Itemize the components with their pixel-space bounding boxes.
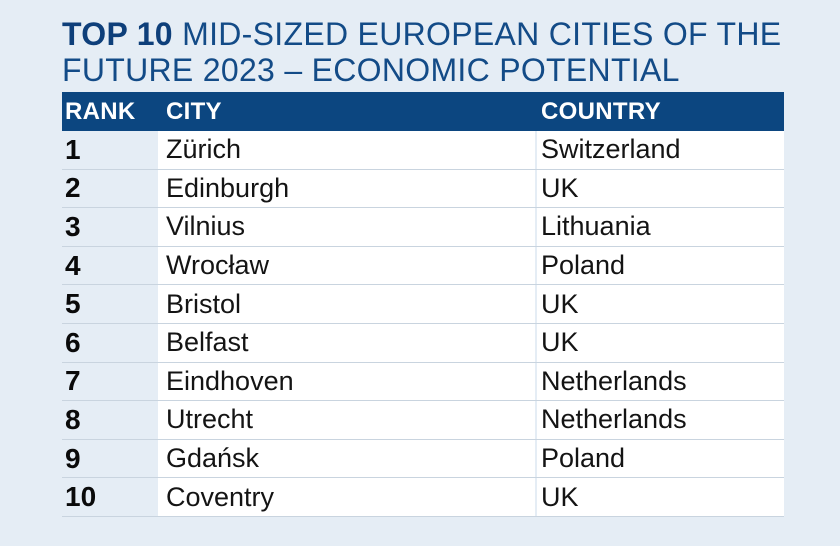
rank-cell: 5 [65,288,81,320]
country-cell: UK [535,323,784,362]
city-cell: Zürich [158,131,535,169]
table-row: 4 Wrocław Poland [62,246,784,286]
rank-cell: 3 [65,210,81,242]
header-country: COUNTRY [535,92,784,131]
country-cell: UK [535,169,784,208]
country-cell: Poland [535,246,784,285]
city-cell: Coventry [158,478,535,516]
country-cell: Lithuania [535,208,784,246]
table-row: 5 Bristol UK [62,285,784,324]
country-cell: Switzerland [535,131,784,169]
city-cell: Bristol [158,285,535,323]
rank-cell: 2 [65,172,81,204]
country-cell: Poland [535,439,784,478]
table-header: RANK CITY COUNTRY [62,92,784,131]
table-row: 2 Edinburgh UK [62,169,784,209]
rank-cell: 4 [65,249,81,281]
city-cell: Edinburgh [158,169,535,208]
table-row: 8 Utrecht Netherlands [62,401,784,440]
header-rank: RANK [65,97,136,125]
country-cell: Netherlands [535,401,784,439]
city-cell: Wrocław [158,246,535,285]
page-title: TOP 10 MID-SIZED EUROPEAN CITIES OF THE … [62,16,802,88]
table-row: 10 Coventry UK [62,478,784,517]
city-cell: Vilnius [158,208,535,246]
country-cell: Netherlands [535,362,784,401]
table-row: 3 Vilnius Lithuania [62,208,784,247]
rank-cell: 8 [65,403,81,435]
country-cell: UK [535,478,784,516]
table-row: 7 Eindhoven Netherlands [62,362,784,402]
ranking-table: RANK CITY COUNTRY 1 Zürich Switzerland 2… [62,92,784,517]
header-city: CITY [166,97,222,125]
rank-cell: 1 [65,133,81,165]
title-rest: MID-SIZED EUROPEAN CITIES OF THE FUTURE … [62,16,782,88]
table-row: 6 Belfast UK [62,323,784,363]
city-cell: Gdańsk [158,439,535,478]
city-cell: Belfast [158,323,535,362]
country-cell: UK [535,285,784,323]
rank-cell: 7 [65,365,81,397]
rank-cell: 9 [65,442,81,474]
rank-cell: 10 [65,481,97,513]
table-row: 1 Zürich Switzerland [62,131,784,170]
title-bold: TOP 10 [62,16,173,52]
rank-cell: 6 [65,326,81,358]
city-cell: Eindhoven [158,362,535,401]
city-cell: Utrecht [158,401,535,439]
table-row: 9 Gdańsk Poland [62,439,784,479]
